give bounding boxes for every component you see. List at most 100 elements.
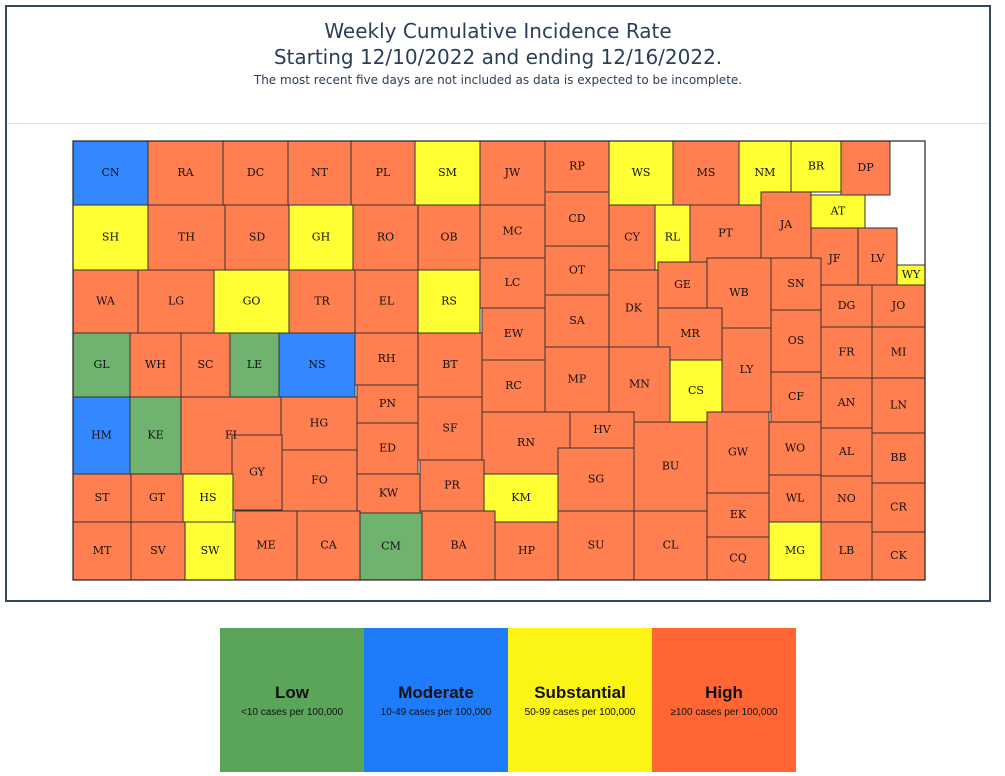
county-fo[interactable] <box>281 449 358 512</box>
county-cm[interactable] <box>359 512 423 581</box>
county-al[interactable] <box>820 427 873 477</box>
county-bb[interactable] <box>871 432 926 484</box>
county-km[interactable] <box>483 473 559 523</box>
county-wy[interactable] <box>896 264 926 286</box>
county-mn[interactable] <box>608 346 671 423</box>
county-jw[interactable] <box>479 140 546 206</box>
county-cr[interactable] <box>871 482 926 533</box>
county-gl[interactable] <box>72 332 131 398</box>
county-ke[interactable] <box>129 396 182 475</box>
county-mc[interactable] <box>479 204 546 259</box>
county-hg[interactable] <box>280 396 358 451</box>
county-no[interactable] <box>820 475 873 523</box>
county-sf[interactable] <box>417 396 483 461</box>
county-gy[interactable] <box>231 434 283 511</box>
county-go[interactable] <box>213 269 290 334</box>
county-pt[interactable] <box>689 204 762 263</box>
county-pn[interactable] <box>356 384 419 424</box>
county-me[interactable] <box>234 510 298 581</box>
county-mi[interactable] <box>871 326 926 379</box>
county-mt[interactable] <box>72 521 132 581</box>
county-ba[interactable] <box>421 510 496 581</box>
county-gw[interactable] <box>706 411 770 494</box>
county-lb[interactable] <box>820 521 873 581</box>
county-gh[interactable] <box>288 204 354 271</box>
county-hp[interactable] <box>494 521 559 581</box>
county-cl[interactable] <box>633 510 708 581</box>
county-ca[interactable] <box>296 510 361 581</box>
county-hv[interactable] <box>569 411 635 449</box>
county-rp[interactable] <box>544 140 610 193</box>
county-cd[interactable] <box>544 191 610 247</box>
county-sv[interactable] <box>130 521 186 581</box>
county-ws[interactable] <box>608 140 674 206</box>
county-pr[interactable] <box>419 459 485 512</box>
county-bt[interactable] <box>417 332 483 398</box>
county-ns[interactable] <box>278 332 356 398</box>
county-tr[interactable] <box>288 269 356 334</box>
county-nt[interactable] <box>287 140 352 206</box>
county-cf[interactable] <box>770 371 822 423</box>
county-sa[interactable] <box>544 294 610 348</box>
county-sh[interactable] <box>72 204 149 271</box>
county-rc[interactable] <box>481 359 546 413</box>
county-ed[interactable] <box>356 422 419 475</box>
county-ln[interactable] <box>871 377 926 434</box>
county-dg[interactable] <box>820 284 873 328</box>
county-ck[interactable] <box>871 531 926 581</box>
county-ob[interactable] <box>417 204 481 271</box>
county-ja[interactable] <box>760 191 812 259</box>
county-fr[interactable] <box>820 326 873 379</box>
county-th[interactable] <box>147 204 226 271</box>
county-cq[interactable] <box>706 536 770 581</box>
county-sc[interactable] <box>180 332 231 398</box>
county-wo[interactable] <box>768 421 822 476</box>
county-rh[interactable] <box>354 332 419 386</box>
county-jo[interactable] <box>871 284 926 328</box>
county-wa[interactable] <box>72 269 139 334</box>
county-st[interactable] <box>72 473 132 523</box>
county-gt[interactable] <box>130 473 184 523</box>
county-rl[interactable] <box>654 204 691 271</box>
county-wl[interactable] <box>768 474 822 523</box>
county-pl[interactable] <box>350 140 416 206</box>
county-le[interactable] <box>229 332 280 398</box>
county-lc[interactable] <box>479 257 546 309</box>
county-br[interactable] <box>790 140 842 193</box>
county-el[interactable] <box>354 269 419 334</box>
county-ra[interactable] <box>147 140 224 206</box>
county-ot[interactable] <box>544 245 610 296</box>
county-sm[interactable] <box>414 140 481 206</box>
county-cn[interactable] <box>72 140 149 206</box>
county-bu[interactable] <box>633 421 708 512</box>
county-hs[interactable] <box>182 473 234 523</box>
county-kw[interactable] <box>356 473 421 514</box>
county-ms[interactable] <box>672 140 740 206</box>
legend-moderate: Moderate 10-49 cases per 100,000 <box>364 628 508 772</box>
county-dk[interactable] <box>608 269 659 348</box>
county-lg[interactable] <box>137 269 215 334</box>
county-ew[interactable] <box>481 307 546 361</box>
county-dp[interactable] <box>840 140 891 196</box>
county-os[interactable] <box>770 309 822 373</box>
county-sw[interactable] <box>184 521 236 581</box>
county-ge[interactable] <box>657 261 708 309</box>
county-ek[interactable] <box>706 492 770 538</box>
county-hm[interactable] <box>72 396 131 475</box>
county-su[interactable] <box>557 510 635 581</box>
county-cy[interactable] <box>608 204 656 271</box>
county-dc[interactable] <box>222 140 289 206</box>
county-at[interactable] <box>810 194 866 229</box>
county-sd[interactable] <box>224 204 290 271</box>
county-lv[interactable] <box>857 227 898 291</box>
county-rs[interactable] <box>417 269 481 334</box>
county-mg[interactable] <box>768 521 822 581</box>
county-mp[interactable] <box>544 346 610 413</box>
county-wh[interactable] <box>129 332 182 398</box>
county-ly[interactable] <box>721 327 772 413</box>
county-sn[interactable] <box>770 257 822 311</box>
county-rn[interactable] <box>481 411 571 475</box>
county-ro[interactable] <box>352 204 419 271</box>
county-sg[interactable] <box>557 447 635 512</box>
county-an[interactable] <box>820 377 873 429</box>
